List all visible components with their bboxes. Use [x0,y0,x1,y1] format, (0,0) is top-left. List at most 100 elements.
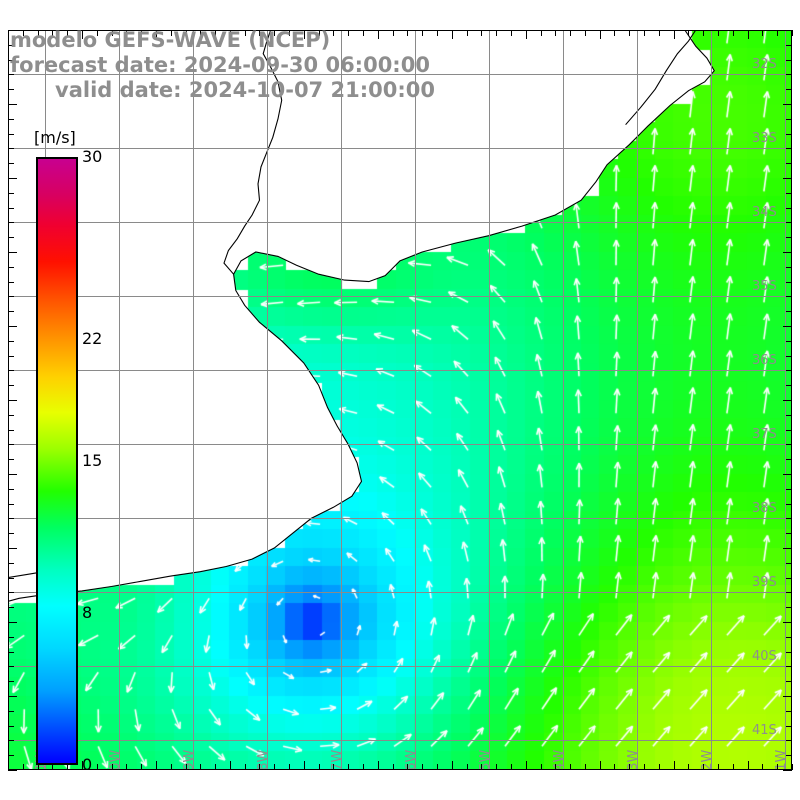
gridline-vertical [415,30,416,770]
axis-tick [8,761,9,770]
axis-tick [8,341,14,342]
latitude-label-40S: 40S [752,649,777,664]
axis-tick [23,764,24,770]
axis-tick [8,592,14,593]
axis-tick [786,711,792,712]
axis-tick [786,208,792,209]
gridline-vertical [341,30,342,770]
axis-tick [156,761,157,770]
axis-tick [8,533,14,534]
axis-tick [186,30,187,36]
latitude-label-34S: 34S [752,205,777,220]
axis-tick [511,30,512,36]
axis-tick [215,30,216,36]
axis-tick [8,563,14,564]
axis-tick [230,30,231,39]
axis-tick [8,652,14,653]
axis-tick [126,30,127,36]
axis-tick [783,252,792,253]
axis-tick [200,30,201,36]
axis-tick [786,193,792,194]
axis-tick [8,134,14,135]
axis-tick [8,163,14,164]
axis-tick [786,311,792,312]
axis-tick [674,761,675,770]
axis-tick [8,770,17,771]
latitude-label-38S: 38S [752,501,777,516]
axis-tick [786,755,792,756]
axis-tick [215,764,216,770]
axis-tick [8,267,14,268]
colorbar-tick-0: 0 [82,755,93,774]
axis-tick [786,607,792,608]
axis-tick [570,30,571,36]
axis-tick [8,489,14,490]
axis-tick [378,30,379,39]
axis-tick [437,764,438,770]
axis-tick [8,208,14,209]
map-plot-area: 61W60W59W58W57W56W55W54W53W52W51W 32S33S… [8,30,792,770]
axis-tick [786,296,792,297]
axis-tick [112,30,113,36]
axis-tick [541,30,542,36]
latitude-label-36S: 36S [752,353,777,368]
axis-tick [8,148,14,149]
axis-tick [718,30,719,36]
axis-tick [82,761,83,770]
title-forecast-line: forecast date: 2024-09-30 06:00:00 [10,53,430,77]
axis-tick [786,592,792,593]
axis-tick [304,761,305,770]
axis-tick [8,578,14,579]
axis-tick [644,30,645,36]
axis-tick [437,30,438,36]
axis-ticks-top [8,30,793,39]
colorbar-tick-8: 8 [82,603,93,622]
axis-tick [8,45,14,46]
axis-tick [783,548,792,549]
axis-tick [600,761,601,770]
axis-tick [674,30,675,39]
axis-tick [407,30,408,36]
axis-tick [289,30,290,36]
axis-tick [8,30,17,31]
axis-tick [363,30,364,36]
axis-tick [8,370,14,371]
axis-tick [8,400,17,401]
axis-tick [8,296,14,297]
colorbar-unit-label: [m/s] [34,128,76,147]
gridline-horizontal [8,148,792,149]
gridline-vertical [119,30,120,770]
axis-tick [8,444,14,445]
axis-tick [786,370,792,371]
axis-tick [786,237,792,238]
axis-tick [496,30,497,36]
axis-tick [786,282,792,283]
axis-tick [600,30,601,39]
gridline-vertical [193,30,194,770]
axis-tick [481,30,482,36]
axis-tick [363,764,364,770]
gridline-horizontal [8,74,792,75]
axis-tick [82,30,83,39]
axis-tick [786,444,792,445]
wind-speed-heatmap [8,30,792,770]
axis-tick [8,637,14,638]
gridline-horizontal [8,740,792,741]
axis-ticks-left [8,30,17,771]
axis-tick [422,764,423,770]
gridline-horizontal [8,222,792,223]
axis-tick [786,533,792,534]
axis-ticks-bottom [8,761,793,770]
axis-tick [703,30,704,36]
axis-tick [8,518,14,519]
axis-tick [452,30,453,39]
gridline-horizontal [8,444,792,445]
axis-tick [8,430,14,431]
axis-tick [8,666,14,667]
axis-tick [8,548,17,549]
colorbar-tick-22: 22 [82,329,103,349]
axis-tick [245,764,246,770]
axis-tick [304,30,305,39]
axis-tick [8,607,14,608]
